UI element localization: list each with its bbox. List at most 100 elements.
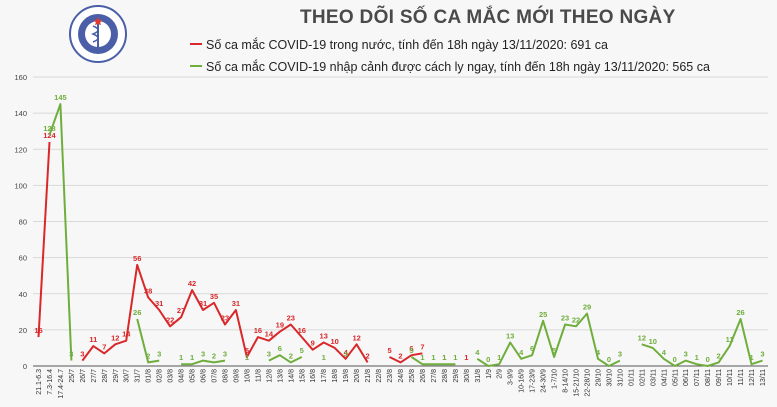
x-tick-label-34: 25/8 bbox=[409, 369, 416, 383]
x-tick-label-13: 04/8 bbox=[179, 369, 186, 383]
x-tick-label-14: 05/8 bbox=[190, 369, 197, 383]
x-tick-label-11: 02/8 bbox=[157, 369, 164, 383]
data-label-domestic-11: 31 bbox=[155, 299, 163, 308]
legend-swatch-imported bbox=[190, 65, 202, 69]
data-label-domestic-16: 35 bbox=[210, 292, 218, 301]
data-label-domestic-18: 31 bbox=[232, 299, 240, 308]
x-tick-label-38: 29/8 bbox=[453, 369, 460, 383]
data-label-domestic-9: 56 bbox=[133, 254, 141, 263]
data-label-domestic-20: 16 bbox=[254, 326, 262, 335]
data-label-domestic-34: 6 bbox=[409, 344, 413, 353]
data-label-imported-26: 1 bbox=[322, 353, 326, 362]
x-tick-label-18: 09/8 bbox=[233, 369, 240, 383]
x-tick-label-50: 22-28/10 bbox=[584, 369, 591, 397]
x-tick-label-3: 25/7 bbox=[69, 369, 76, 383]
series-line-imported-9 bbox=[641, 318, 763, 367]
series-line-domestic-0 bbox=[37, 141, 51, 338]
data-label-domestic-23: 23 bbox=[287, 313, 295, 322]
data-label-imported-21: 3 bbox=[267, 350, 271, 359]
x-tick-label-2: 17.4-24.7 bbox=[58, 369, 65, 399]
data-label-domestic-22: 19 bbox=[276, 321, 284, 330]
data-label-imported-34: 5 bbox=[409, 346, 413, 355]
x-tick-label-33: 24/8 bbox=[398, 369, 405, 383]
x-tick-label-47: 1-7/10 bbox=[552, 369, 559, 389]
series-line-domestic-1 bbox=[81, 263, 369, 363]
data-label-domestic-14: 42 bbox=[188, 279, 196, 288]
x-tick-label-60: 07/11 bbox=[694, 369, 701, 386]
data-label-imported-35: 1 bbox=[420, 353, 424, 362]
data-label-domestic-0: 16 bbox=[34, 326, 42, 335]
data-label-domestic-4: 3 bbox=[80, 350, 84, 359]
data-label-imported-61: 0 bbox=[706, 355, 710, 364]
x-tick-label-43: 3-9/9 bbox=[508, 369, 515, 385]
data-label-domestic-1: 124 bbox=[43, 131, 56, 140]
data-label-imported-49: 22 bbox=[572, 315, 580, 324]
data-label-domestic-35: 7 bbox=[420, 342, 424, 351]
x-tick-label-32: 23/8 bbox=[387, 369, 394, 383]
legend: Số ca mắc COVID-19 trong nước, tính đến … bbox=[190, 34, 710, 78]
data-label-imported-45: 6 bbox=[530, 344, 534, 353]
x-tick-label-40: 31/8 bbox=[475, 369, 482, 383]
data-label-domestic-13: 27 bbox=[177, 306, 185, 315]
data-label-imported-64: 26 bbox=[736, 308, 744, 317]
data-label-imported-57: 4 bbox=[662, 348, 667, 357]
data-label-domestic-17: 23 bbox=[221, 313, 229, 322]
data-label-imported-16: 2 bbox=[212, 351, 216, 360]
data-label-domestic-32: 5 bbox=[387, 346, 391, 355]
x-tick-label-28: 19/8 bbox=[343, 369, 350, 383]
x-tick-label-8: 30/7 bbox=[124, 369, 131, 383]
data-label-domestic-33: 2 bbox=[398, 351, 402, 360]
x-tick-label-26: 17/8 bbox=[321, 369, 328, 383]
x-tick-label-52: 30/10 bbox=[606, 369, 613, 387]
data-label-domestic-19: 5 bbox=[245, 346, 249, 355]
data-label-imported-52: 0 bbox=[607, 355, 611, 364]
data-label-domestic-26: 13 bbox=[320, 332, 328, 341]
legend-label-domestic: Số ca mắc COVID-19 trong nước, tính đến … bbox=[206, 38, 608, 52]
data-label-imported-19: 1 bbox=[245, 353, 249, 362]
data-label-imported-66: 3 bbox=[760, 350, 764, 359]
data-label-imported-58: 0 bbox=[673, 355, 677, 364]
data-label-imported-37: 1 bbox=[442, 353, 446, 362]
data-label-imported-9: 26 bbox=[133, 308, 141, 317]
y-tick-label-40: 40 bbox=[19, 290, 27, 299]
x-tick-label-59: 06/11 bbox=[683, 369, 690, 386]
data-label-imported-41: 0 bbox=[486, 355, 490, 364]
x-tick-label-31: 22/8 bbox=[376, 369, 383, 383]
data-label-domestic-6: 7 bbox=[102, 342, 106, 351]
x-tick-label-27: 18/8 bbox=[332, 369, 339, 383]
x-tick-label-45: 17-23/9 bbox=[530, 369, 537, 393]
y-tick-label-20: 20 bbox=[19, 326, 27, 335]
x-tick-label-30: 21/8 bbox=[365, 369, 372, 383]
x-tick-label-21: 12/8 bbox=[266, 369, 273, 383]
x-tick-label-15: 06/8 bbox=[201, 369, 208, 383]
data-label-imported-42: 1 bbox=[497, 353, 501, 362]
data-label-domestic-5: 11 bbox=[89, 335, 97, 344]
y-tick-label-80: 80 bbox=[19, 218, 27, 227]
data-label-domestic-15: 31 bbox=[199, 299, 207, 308]
series-line-domestic-2 bbox=[389, 352, 423, 364]
y-tick-label-140: 140 bbox=[14, 109, 27, 118]
y-tick-label-100: 100 bbox=[14, 181, 27, 190]
data-label-domestic-10: 38 bbox=[144, 286, 152, 295]
data-label-domestic-7: 12 bbox=[111, 333, 119, 342]
data-label-domestic-37: 1 bbox=[442, 353, 446, 362]
x-tick-label-63: 10/11 bbox=[727, 369, 734, 386]
y-tick-label-160: 160 bbox=[14, 73, 27, 82]
data-label-imported-22: 6 bbox=[278, 344, 282, 353]
data-label-domestic-29: 12 bbox=[352, 333, 360, 342]
series-line-imported-0 bbox=[48, 103, 73, 361]
series-line-imported-8 bbox=[476, 312, 621, 367]
data-label-imported-23: 2 bbox=[289, 351, 293, 360]
data-label-imported-50: 29 bbox=[583, 303, 591, 312]
data-label-imported-43: 13 bbox=[506, 332, 514, 341]
x-tick-label-6: 28/7 bbox=[102, 369, 109, 383]
data-label-imported-56: 10 bbox=[649, 337, 657, 346]
legend-item-domestic: Số ca mắc COVID-19 trong nước, tính đến … bbox=[190, 34, 710, 56]
data-label-imported-3: 3 bbox=[69, 350, 73, 359]
x-tick-label-9: 31/7 bbox=[135, 369, 142, 383]
data-label-imported-60: 1 bbox=[695, 353, 699, 362]
series-line-imported-4 bbox=[268, 354, 303, 364]
x-tick-label-16: 07/8 bbox=[212, 369, 219, 383]
x-tick-label-22: 13/8 bbox=[277, 369, 284, 383]
data-label-imported-65: 1 bbox=[749, 353, 753, 362]
